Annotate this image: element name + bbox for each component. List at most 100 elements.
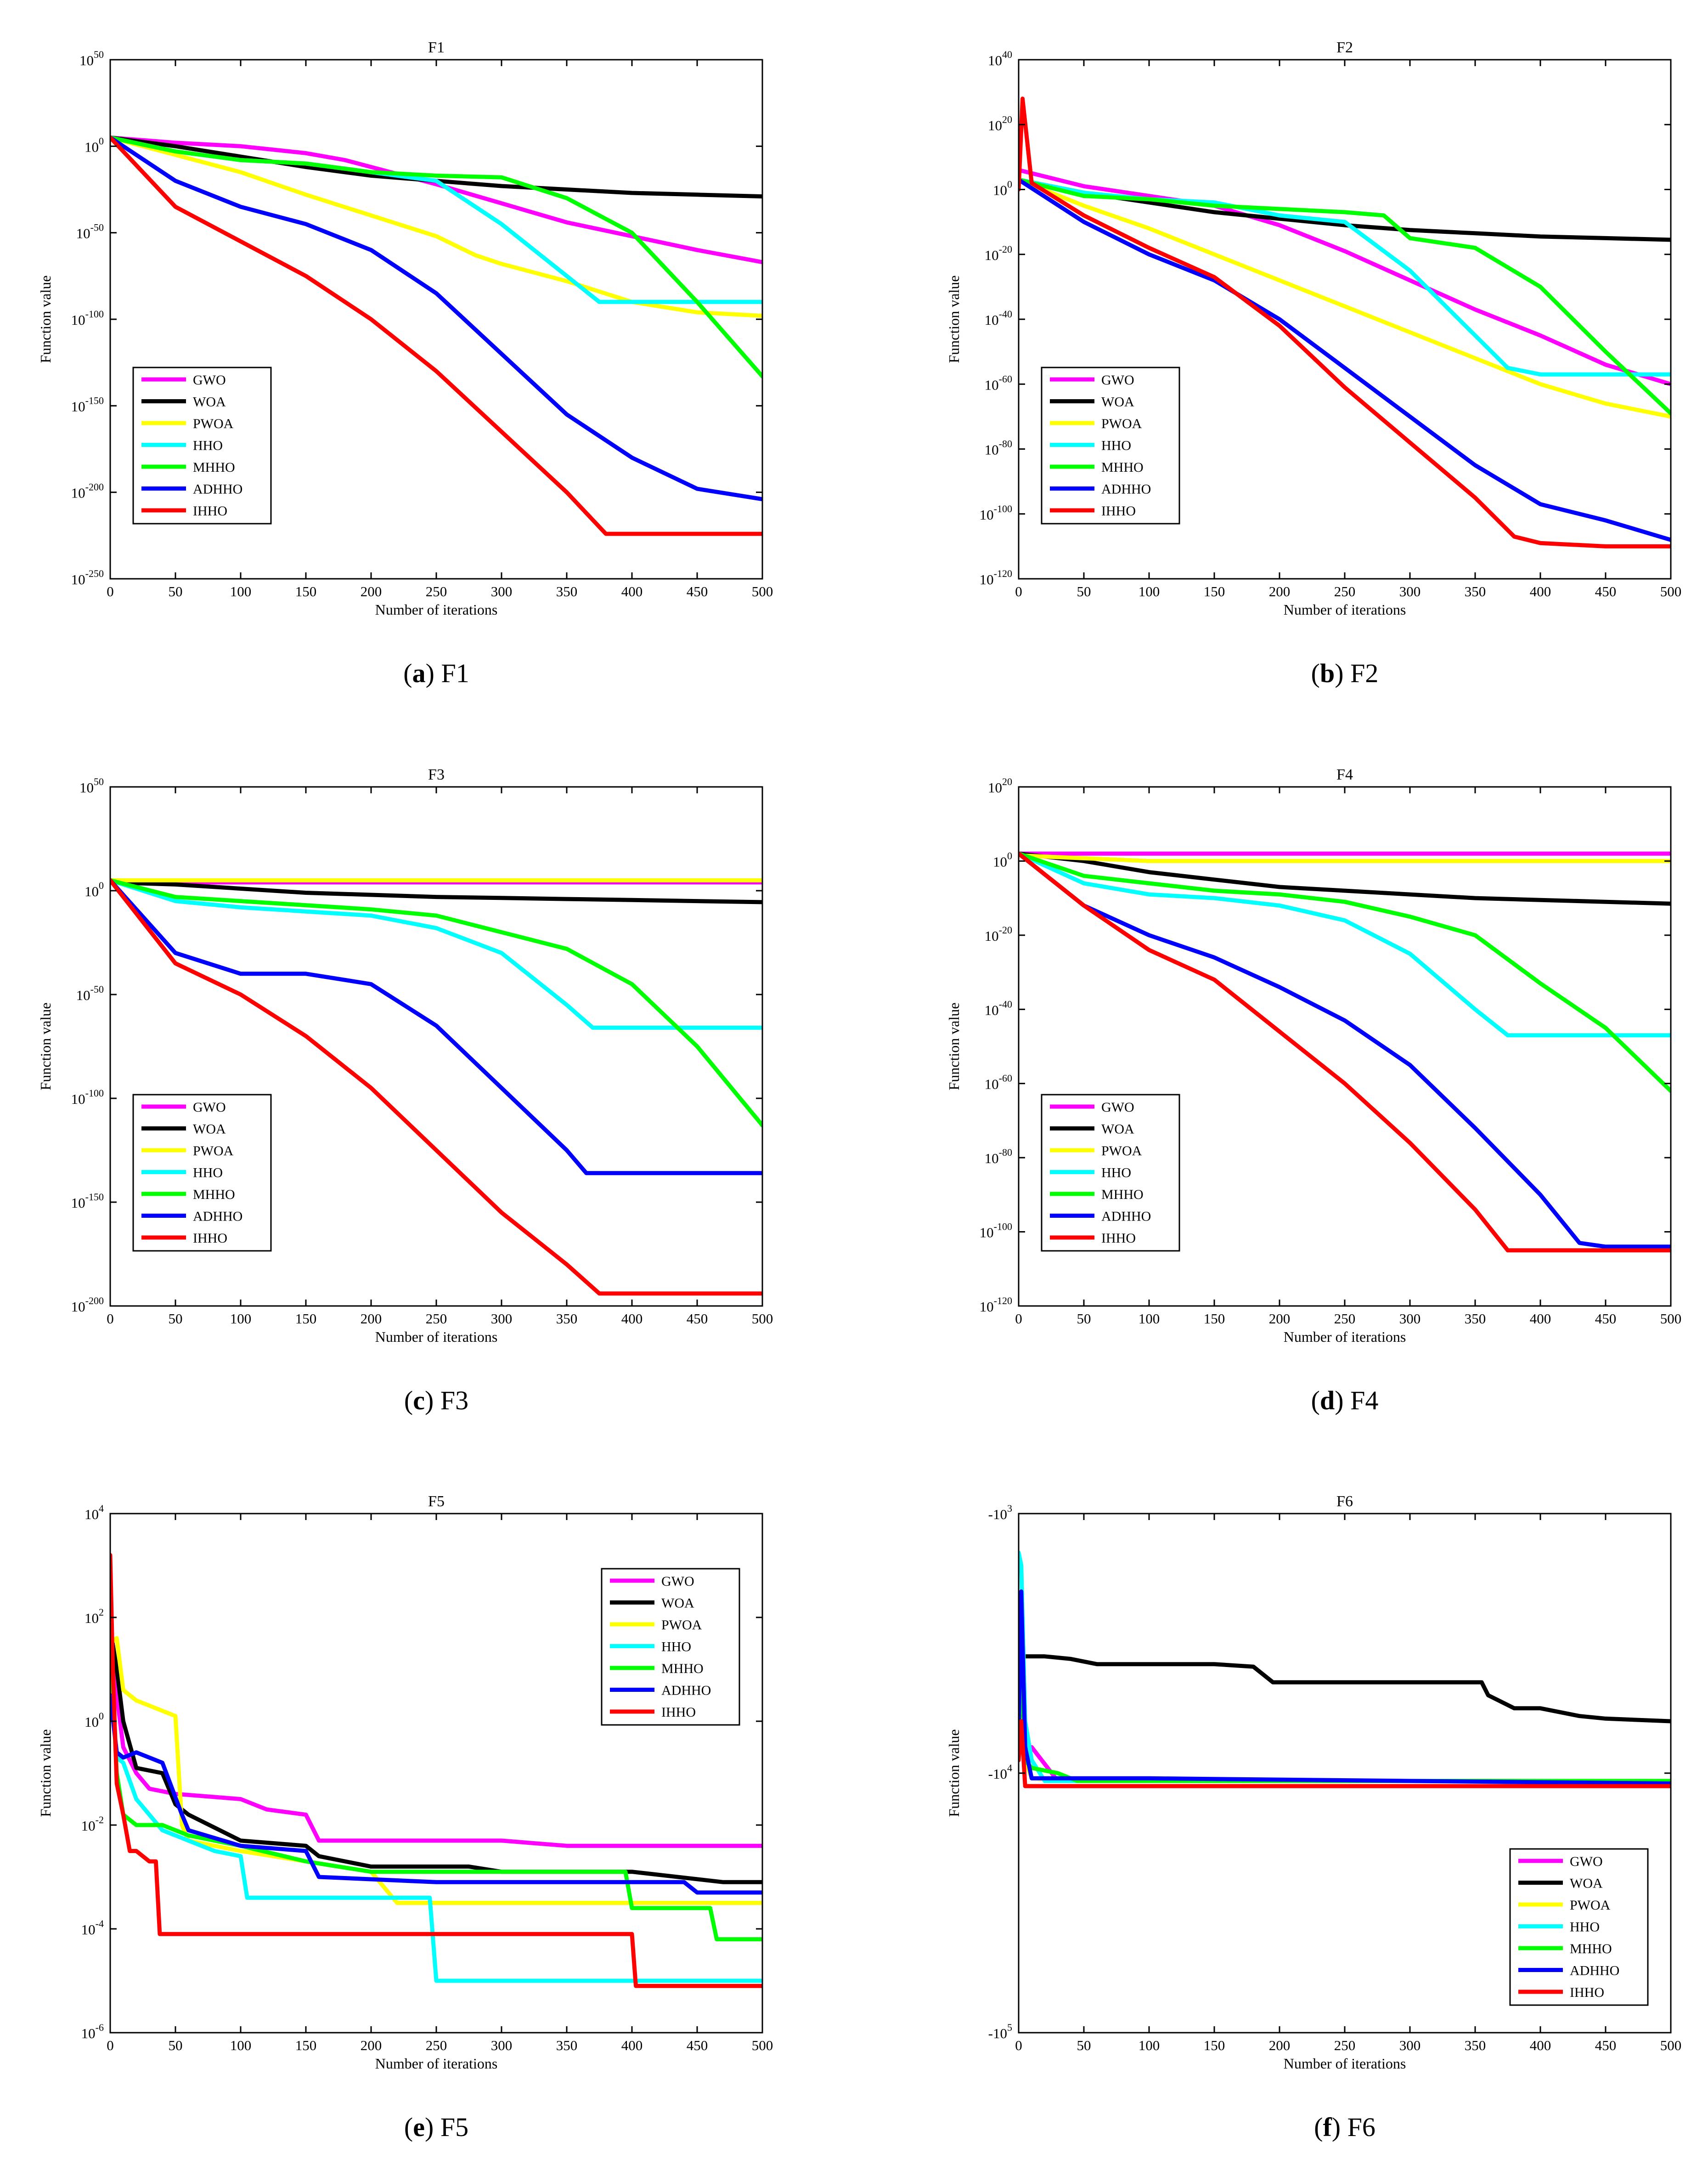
series-group <box>1019 96 1671 548</box>
legend-label-adhho: ADHHO <box>1101 1209 1151 1224</box>
y-tick-exponent: -20 <box>999 924 1012 936</box>
y-tick-label: 10-40 <box>985 998 1012 1018</box>
y-tick-base: 10 <box>76 226 90 242</box>
legend-label-mhho: MHHO <box>1101 1187 1144 1202</box>
caption-open-paren: ( <box>1314 2112 1323 2142</box>
x-tick-label: 0 <box>107 583 114 599</box>
y-tick-label: 100 <box>993 179 1012 198</box>
x-tick-label: 0 <box>107 1311 114 1327</box>
y-tick-label: 100 <box>993 850 1012 870</box>
y-tick-exponent: 0 <box>99 1710 104 1722</box>
x-tick-label: 250 <box>426 583 447 599</box>
legend-label-mhho: MHHO <box>193 460 235 475</box>
x-axis-label: Number of iterations <box>1284 2055 1406 2072</box>
chart-title: F3 <box>428 766 445 783</box>
series-line-ihho <box>1019 96 1671 548</box>
x-tick-label: 100 <box>230 583 252 599</box>
x-tick-label: 250 <box>426 1311 447 1327</box>
y-tick-base: 10 <box>988 780 1002 796</box>
series-line-gwo <box>1019 168 1671 386</box>
caption-close-paren: ) <box>425 1385 440 1415</box>
x-tick-label: 500 <box>1660 1311 1682 1327</box>
y-tick-base: 10 <box>81 2025 96 2041</box>
series-line-mhho <box>110 136 762 379</box>
series-line-ihho <box>1019 851 1671 1253</box>
legend-label-ihho: IHHO <box>1101 1231 1136 1246</box>
x-tick-label: 50 <box>169 583 183 599</box>
y-tick-exponent: -50 <box>90 983 104 995</box>
x-tick-label: 300 <box>491 2037 513 2053</box>
legend-label-pwoa: PWOA <box>193 1143 234 1159</box>
subfigure-caption: (c) F3 <box>404 1385 468 1415</box>
y-tick-exponent: -4 <box>96 1918 104 1929</box>
series-line-adhho <box>1019 177 1671 542</box>
y-tick-label: 1020 <box>988 776 1012 796</box>
y-tick-label: 10-150 <box>71 1191 104 1211</box>
y-tick-exponent: 40 <box>1002 49 1012 60</box>
caption-letter: e <box>413 2112 425 2142</box>
caption-letter: b <box>1320 658 1335 688</box>
series-line-hho <box>110 878 762 1030</box>
legend-label-hho: HHO <box>1570 1920 1600 1935</box>
chart-panel-f6: 0 50 100 150 200 250 300 350 400 450 500-103-104-1… <box>946 1493 1681 2142</box>
x-tick-label: 0 <box>107 2037 114 2053</box>
legend-label-pwoa: PWOA <box>1570 1898 1611 1913</box>
y-axis-label: Function value <box>946 275 962 363</box>
y-axis-label: Function value <box>946 1002 962 1090</box>
series-line-woa <box>1019 851 1671 906</box>
y-tick-base: -10 <box>988 1506 1007 1522</box>
caption-close-paren: ) <box>425 2112 440 2142</box>
x-tick-label: 450 <box>1595 1311 1617 1327</box>
y-tick-exponent: -200 <box>85 1295 104 1306</box>
x-tick-label: 50 <box>169 2037 183 2053</box>
subfigure-caption: (b) F2 <box>1311 658 1379 688</box>
y-tick-exponent: -60 <box>999 1073 1012 1084</box>
legend-label-gwo: GWO <box>193 1100 226 1115</box>
series-line-adhho <box>110 1693 762 1895</box>
y-tick-exponent: 50 <box>94 49 104 60</box>
y-tick-base: 10 <box>985 1076 999 1092</box>
series-line-adhho <box>1019 1589 1671 1786</box>
caption-text: F2 <box>1350 658 1378 688</box>
y-tick-label: 1040 <box>988 49 1012 68</box>
legend-label-woa: WOA <box>1570 1876 1603 1891</box>
legend-label-gwo: GWO <box>1570 1854 1603 1869</box>
legend-label-mhho: MHHO <box>1101 460 1144 475</box>
legend-label-hho: HHO <box>193 1165 223 1181</box>
series-line-ihho <box>110 878 762 1296</box>
legend-label-mhho: MHHO <box>193 1187 235 1202</box>
caption-text: F5 <box>440 2112 468 2142</box>
y-tick-exponent: -100 <box>994 1221 1012 1232</box>
y-tick-label: 10-250 <box>71 568 104 588</box>
x-tick-label: 100 <box>230 2037 252 2053</box>
y-tick-exponent: -200 <box>85 481 104 493</box>
legend-label-gwo: GWO <box>193 373 226 388</box>
y-tick-exponent: -2 <box>96 1814 104 1826</box>
y-tick-label: 10-60 <box>985 1073 1012 1092</box>
x-tick-label: 50 <box>1077 583 1091 599</box>
legend-label-ihho: IHHO <box>1570 1985 1604 2000</box>
y-tick-exponent: -100 <box>85 308 104 320</box>
caption-open-paren: ( <box>1311 658 1320 688</box>
y-tick-base: 10 <box>988 52 1002 68</box>
y-tick-base: 10 <box>71 312 85 328</box>
x-tick-label: 400 <box>621 1311 643 1327</box>
x-tick-label: 400 <box>1530 1311 1551 1327</box>
x-axis-label: Number of iterations <box>1284 601 1406 618</box>
subfigure-caption: (d) F4 <box>1311 1385 1379 1415</box>
x-tick-label: 350 <box>1465 1311 1486 1327</box>
x-tick-label: 300 <box>1399 1311 1421 1327</box>
y-tick-exponent: 0 <box>99 880 104 891</box>
legend-label-adhho: ADHHO <box>193 482 242 497</box>
y-tick-base: 10 <box>980 507 994 523</box>
legend-label-mhho: MHHO <box>661 1661 704 1676</box>
legend-label-gwo: GWO <box>661 1574 694 1589</box>
y-tick-base: 10 <box>993 853 1007 870</box>
y-tick-label: 1020 <box>988 113 1012 133</box>
x-tick-label: 150 <box>1204 583 1225 599</box>
y-tick-exponent: -40 <box>999 308 1012 320</box>
y-tick-base: 10 <box>985 928 999 944</box>
y-tick-exponent: -6 <box>96 2022 104 2033</box>
y-tick-base: 10 <box>85 1714 99 1730</box>
legend-label-woa: WOA <box>1101 1122 1134 1137</box>
